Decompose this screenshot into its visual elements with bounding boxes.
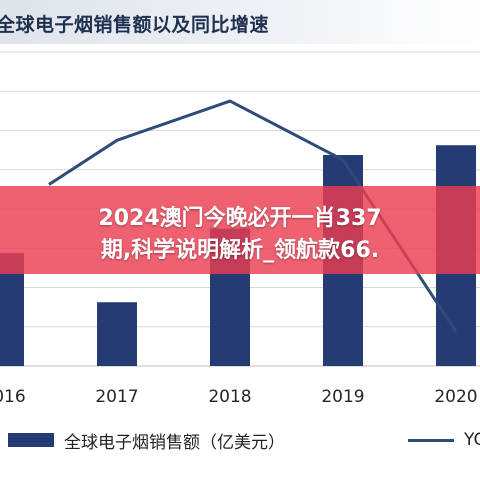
legend-label-line: YO — [464, 430, 480, 450]
title-bar — [0, 0, 480, 44]
legend-item-line: YO — [408, 428, 480, 452]
legend-label-bar: 全球电子烟销售额（亿美元） — [64, 432, 285, 453]
x-tick-label: 2020 — [434, 387, 477, 407]
overlay-banner: 2024澳门今晚必开一肖337 期,科学说明解析_领航款66. — [0, 186, 480, 274]
x-tick-label: 2016 — [0, 387, 26, 407]
bar-2017 — [97, 302, 137, 366]
legend-swatch-line — [408, 438, 454, 442]
legend-swatch-bar — [8, 433, 54, 447]
overlay-banner-line-1: 2024澳门今晚必开一肖337 — [98, 206, 382, 231]
chart-title: 全球电子烟销售额以及同比增速 — [0, 14, 270, 36]
x-axis-ticks: 2016 2017 2018 2019 2020 — [0, 387, 478, 407]
overlay-banner-line-2: 期,科学说明解析_领航款66. — [100, 238, 380, 263]
legend-item-bar: 全球电子烟销售额（亿美元） — [8, 428, 285, 453]
x-tick-label: 2019 — [321, 387, 364, 407]
x-tick-label: 2017 — [95, 387, 138, 407]
x-tick-label: 2018 — [208, 387, 251, 407]
